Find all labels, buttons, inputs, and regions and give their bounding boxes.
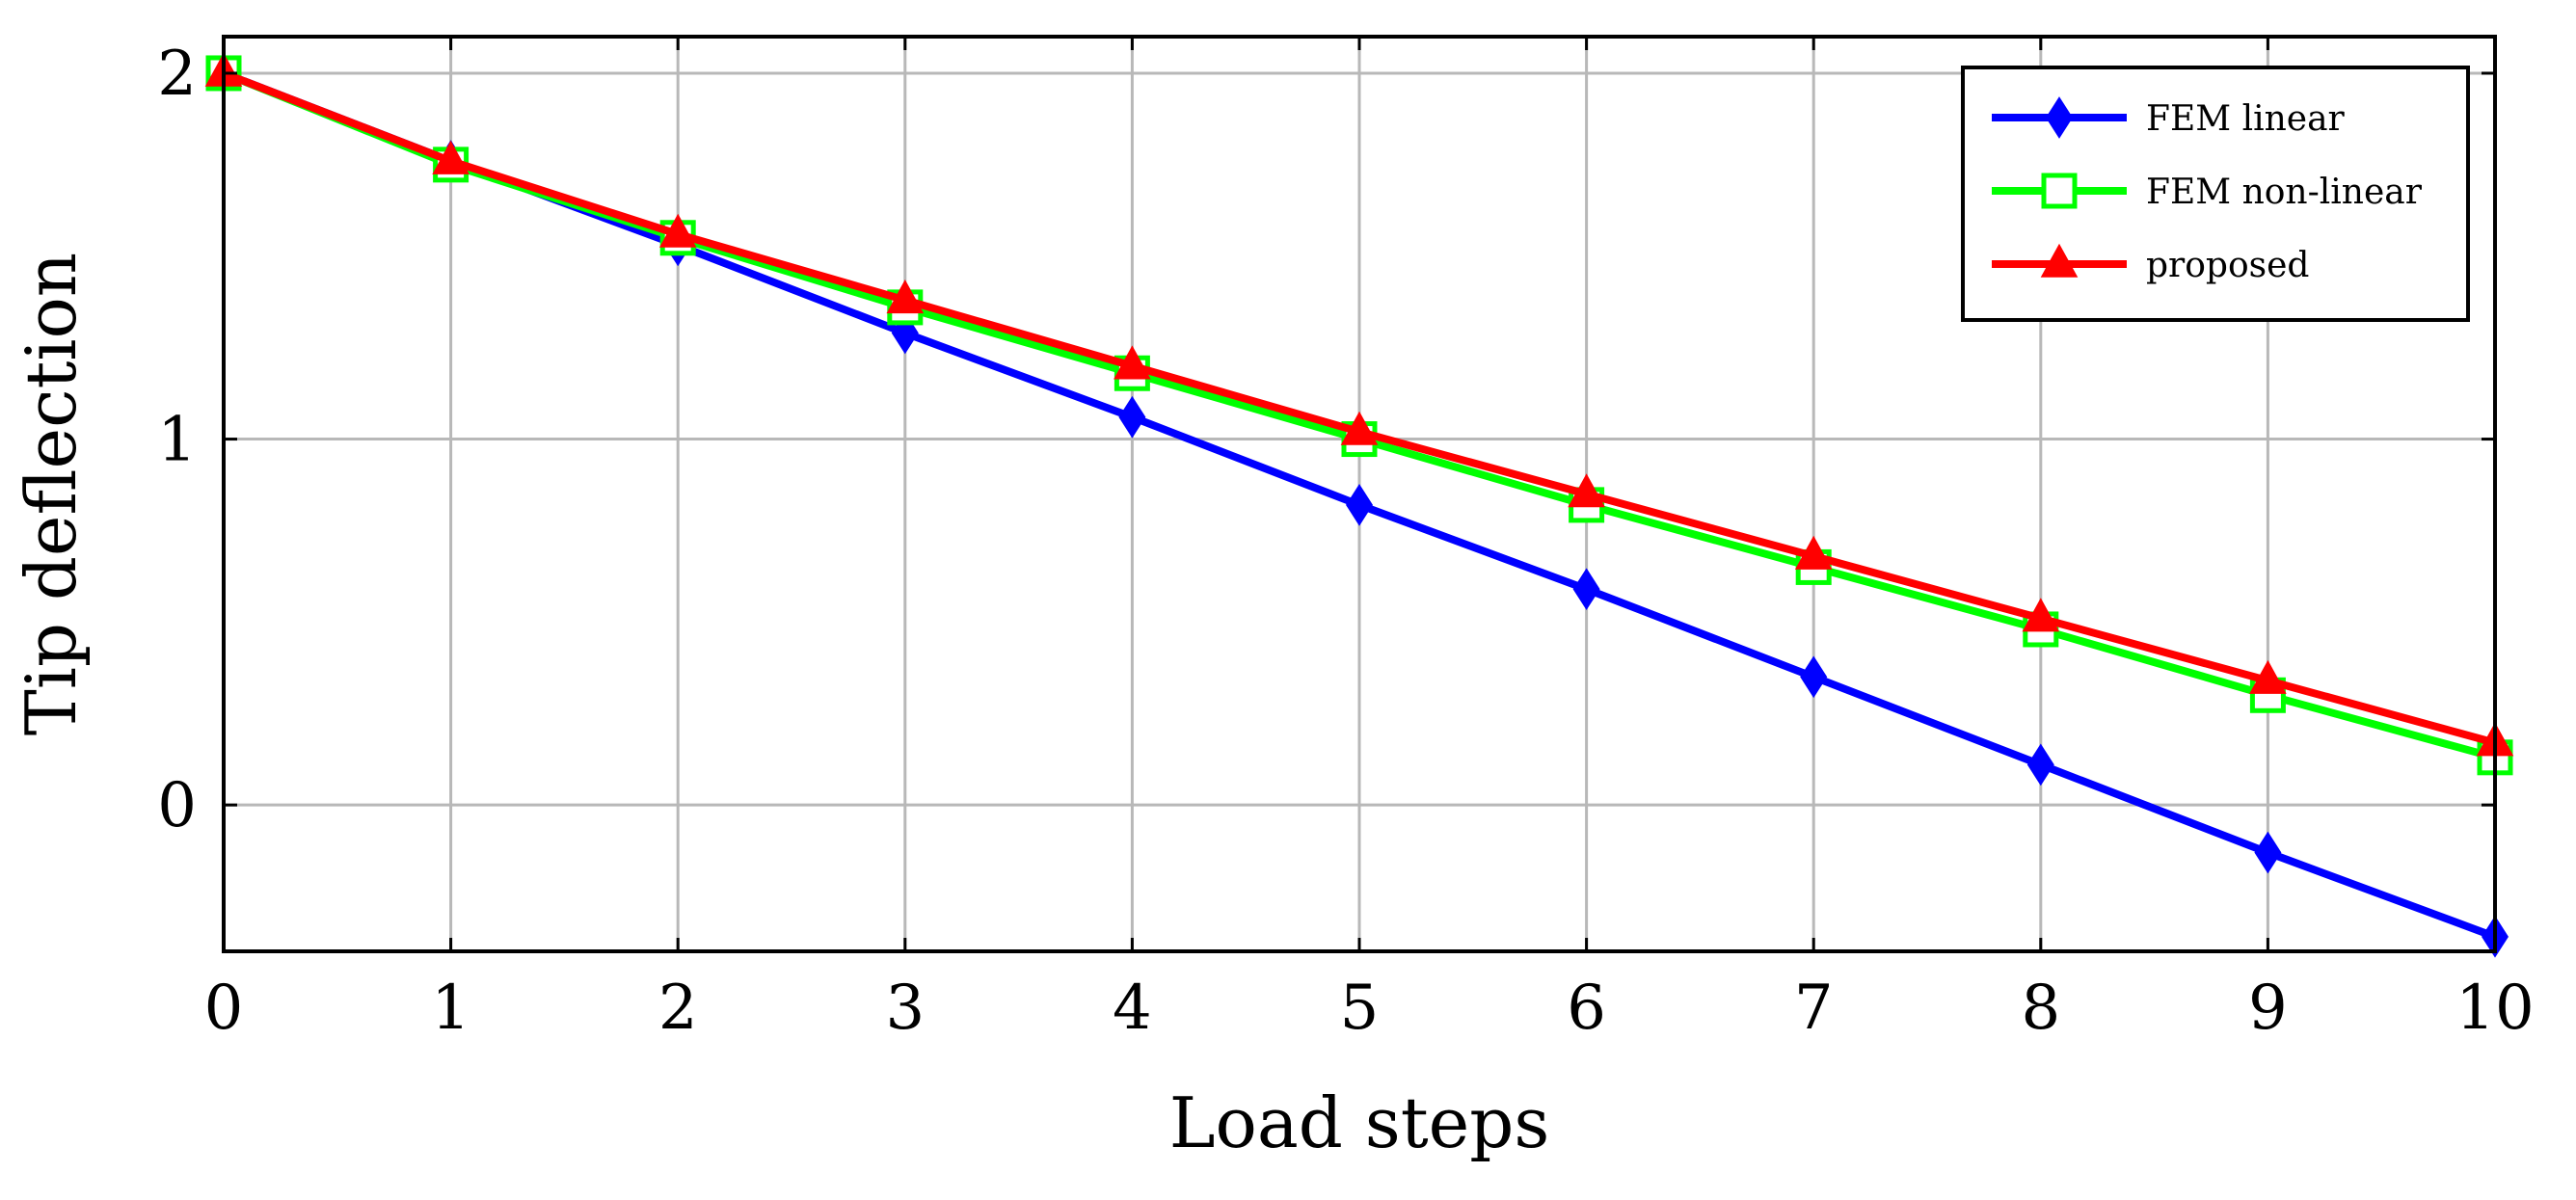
data-point-marker xyxy=(886,280,925,314)
data-point-marker xyxy=(2040,243,2079,278)
data-point-marker xyxy=(658,213,697,248)
data-point-marker xyxy=(2041,173,2078,209)
legend-item: FEM linear xyxy=(1992,96,2346,139)
x-tick-label: 0 xyxy=(204,973,244,1044)
y-axis-title: Tip deflection xyxy=(11,253,92,735)
legend-item: FEM non-linear xyxy=(1992,173,2423,212)
y-tick-label: 0 xyxy=(157,770,197,841)
x-tick-label: 5 xyxy=(1340,973,1380,1044)
x-tick-label: 6 xyxy=(1567,973,1606,1044)
x-axis-title: Load steps xyxy=(1169,1082,1550,1163)
data-point-marker xyxy=(1568,473,1605,508)
series-proposed xyxy=(204,52,2514,757)
legend-label: FEM linear xyxy=(2146,99,2346,139)
y-tick-label: 1 xyxy=(157,405,197,476)
series-layer xyxy=(204,52,2514,958)
legend-label: proposed xyxy=(2146,246,2309,285)
x-tick-label: 4 xyxy=(1113,973,1152,1044)
x-tick-label: 10 xyxy=(2455,973,2534,1044)
data-point-marker xyxy=(1794,535,1833,570)
y-tick-label: 2 xyxy=(157,39,197,110)
legend: FEM linear FEM non-linear proposed xyxy=(1961,66,2470,322)
x-tick-label: 8 xyxy=(2021,973,2060,1044)
data-point-marker xyxy=(2254,831,2282,874)
data-point-marker xyxy=(1118,395,1146,439)
tick-labels: 0 1 2 3 4 5 6 7 8 9 10 0 1 2 xyxy=(157,37,2535,1044)
x-tick-label: 9 xyxy=(2248,973,2288,1044)
data-point-marker xyxy=(2249,659,2287,694)
x-tick-label: 3 xyxy=(885,973,925,1044)
data-point-marker xyxy=(1346,484,1373,526)
legend-label: FEM non-linear xyxy=(2146,173,2423,212)
x-tick-label: 2 xyxy=(658,973,698,1044)
x-tick-label: 1 xyxy=(431,973,470,1044)
data-point-marker xyxy=(2022,598,2060,632)
x-tick-label: 7 xyxy=(1794,973,1834,1044)
data-point-marker xyxy=(2026,743,2054,787)
data-point-marker xyxy=(1800,655,1828,699)
data-point-marker xyxy=(2046,96,2073,139)
data-point-marker xyxy=(1572,568,1600,611)
data-point-marker xyxy=(1114,345,1151,380)
legend-item: proposed xyxy=(1992,243,2309,285)
data-point-marker xyxy=(432,140,470,174)
data-point-marker xyxy=(1340,411,1379,445)
